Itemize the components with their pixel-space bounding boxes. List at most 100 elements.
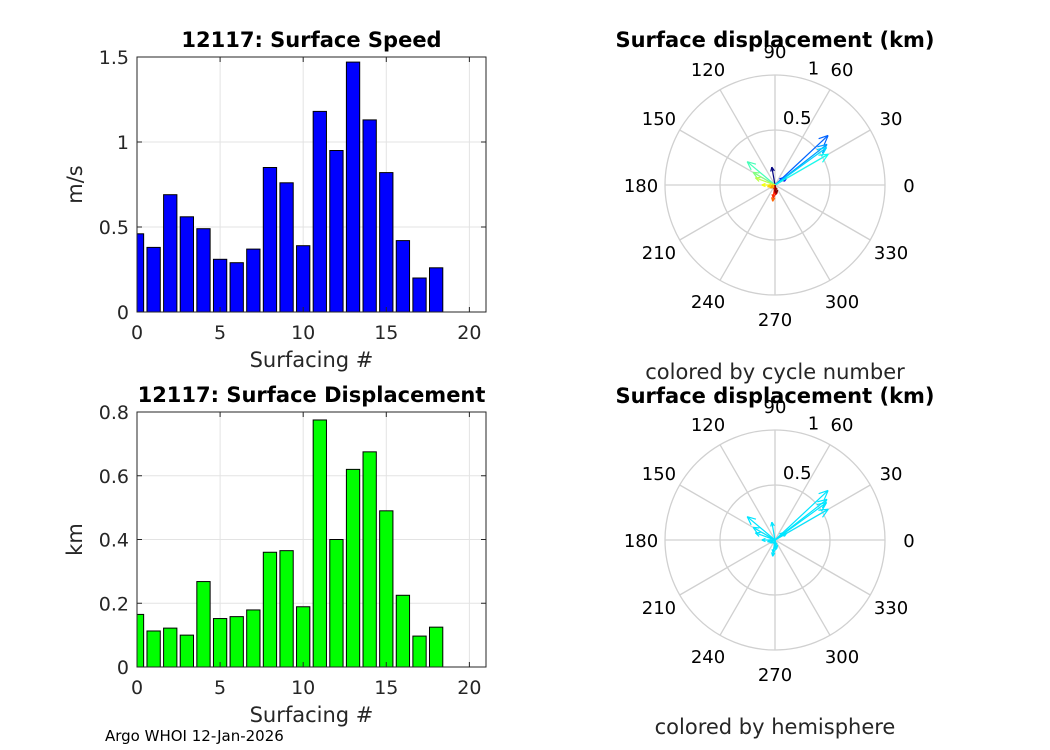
polar-spoke (774, 539, 831, 636)
angle-tick-label: 60 (831, 415, 854, 436)
bar (146, 246, 161, 313)
displacement-vector (746, 161, 776, 186)
polar-spoke (774, 89, 831, 186)
y-tick-label: 0 (117, 302, 129, 324)
vector-head (818, 508, 829, 511)
plot-frame (136, 56, 487, 313)
bar (345, 61, 361, 313)
y-axis-label: m/s (63, 165, 87, 203)
vector-shaft (774, 490, 829, 541)
vector-head (753, 526, 760, 529)
x-tick-label: 0 (131, 322, 143, 344)
polar-hemisphere-chart: 0 30 60 90 120 150 180 210 240 270 300 330 0.5 1 Surfa… (615, 384, 934, 739)
vector-head (776, 189, 779, 194)
bar (296, 245, 311, 313)
y-tick-label: 0.4 (99, 530, 129, 552)
vector-head (817, 143, 828, 148)
x-tick-label: 5 (214, 677, 226, 699)
angle-tick-label: 240 (691, 647, 725, 668)
polar-spoke (719, 184, 776, 281)
x-axis-label: Surfacing # (250, 348, 374, 372)
vector-head (817, 498, 828, 503)
y-tick-label: 0.2 (99, 593, 129, 615)
angle-tick-label: 300 (825, 647, 859, 668)
vector-head (761, 539, 766, 543)
chart-title: Surface displacement (km) (615, 28, 934, 52)
vector-head (818, 134, 829, 140)
angle-tick-label: 270 (758, 665, 792, 686)
bar (379, 172, 394, 313)
x-tick-label: 5 (214, 322, 226, 344)
displacement-vector (774, 508, 829, 541)
angle-tick-label: 270 (758, 310, 792, 331)
vector-head (746, 161, 752, 171)
footer-credit: Argo WHOI 12-Jan-2026 (105, 727, 284, 745)
vector-head (752, 526, 758, 533)
bar (312, 110, 327, 313)
bar (279, 182, 294, 313)
polar-spoke (719, 89, 776, 186)
bar (196, 581, 211, 668)
bar (179, 216, 195, 313)
bar (196, 228, 211, 313)
x-tick-label: 20 (457, 322, 481, 344)
displacement-vector (769, 539, 776, 544)
chart-caption: colored by cycle number (645, 360, 905, 384)
polar-spoke (719, 444, 776, 541)
displacement-vector (774, 146, 828, 186)
x-tick-label: 0 (131, 677, 143, 699)
displacement-vector (774, 134, 829, 186)
polar-spoke (774, 184, 831, 281)
vector-shaft (774, 502, 827, 541)
vector-shaft (746, 161, 776, 186)
x-axis-label: Surfacing # (250, 703, 374, 727)
polar-spoke (679, 539, 776, 596)
displacement-vector (774, 489, 829, 541)
bar (296, 606, 311, 668)
bar (412, 277, 427, 313)
vector-head (816, 501, 827, 506)
bar (262, 551, 278, 668)
vector-head (754, 532, 760, 537)
polar-cycle-chart: 0 30 60 90 120 150 180 210 240 270 300 330 0.5 1 Surfa… (615, 28, 934, 384)
angle-tick-label: 30 (880, 109, 903, 130)
vector-shaft (755, 532, 776, 541)
displacement-vector (774, 501, 828, 541)
y-tick-label: 1.5 (99, 47, 129, 69)
vector-shaft (774, 135, 829, 186)
chart-title: 12117: Surface Displacement (138, 383, 486, 407)
bar (146, 630, 161, 668)
y-axis-label: km (63, 523, 87, 556)
displacement-vector (769, 184, 776, 189)
vector-head (816, 146, 827, 151)
bar (345, 468, 361, 668)
angle-tick-label: 120 (691, 60, 725, 81)
vector-head (747, 161, 757, 165)
displacement-vector (773, 539, 779, 549)
vector-head (772, 552, 776, 557)
displacement-vector (770, 521, 776, 541)
bar (229, 616, 244, 668)
bar (312, 419, 327, 668)
angle-tick-label: 150 (642, 109, 676, 130)
x-tick-label: 15 (374, 322, 398, 344)
polar-spoke (679, 184, 776, 241)
bar (229, 262, 244, 313)
bar (329, 539, 344, 668)
angle-tick-label: 90 (764, 42, 787, 63)
angle-tick-label: 240 (691, 292, 725, 313)
polar-spoke (774, 539, 871, 596)
vector-head (772, 549, 776, 554)
vector-head (772, 194, 776, 199)
vector-head (770, 186, 775, 189)
displacement-vector (746, 516, 776, 541)
vector-head (821, 508, 829, 518)
vector-shaft (774, 147, 827, 186)
displacement-vector (752, 526, 776, 541)
vector-shaft (746, 516, 776, 541)
bar (362, 451, 377, 668)
vector-head (752, 171, 758, 178)
bar (212, 618, 228, 668)
bar (163, 194, 178, 313)
chart-title: 12117: Surface Speed (181, 28, 441, 52)
